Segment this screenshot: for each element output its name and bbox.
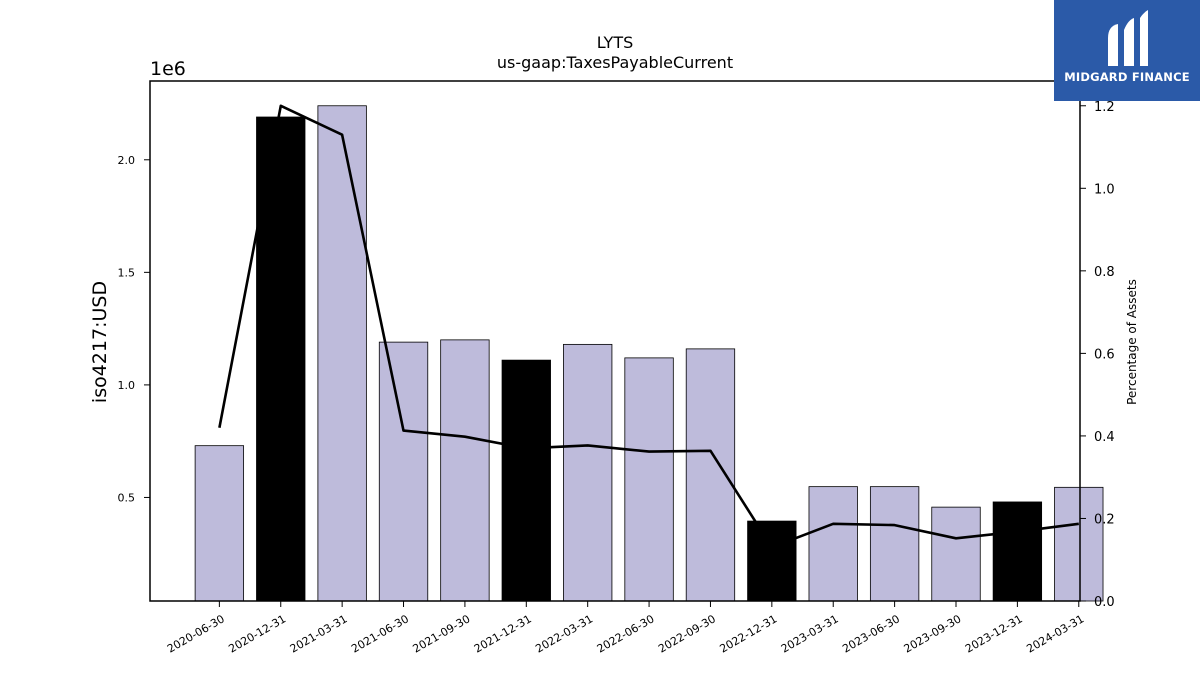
y-tick-label: 0.5 [118, 491, 136, 504]
y2-tick-label: 0.4 [1094, 430, 1115, 445]
x-tick-label: 2023-12-31 [963, 612, 1025, 655]
bar [747, 520, 797, 602]
chart-title: LYTS [597, 33, 634, 52]
y2-tick-label: 0.2 [1094, 512, 1115, 527]
plot-frame [149, 80, 1081, 602]
bar [624, 357, 674, 602]
bar [194, 445, 245, 602]
bar [501, 359, 551, 602]
y2-tick-label: 0.8 [1094, 265, 1115, 280]
bar [563, 343, 613, 602]
bar [931, 506, 981, 602]
x-tick-label: 2022-06-30 [595, 612, 657, 655]
x-tick-label: 2022-12-31 [717, 612, 779, 655]
bar [685, 348, 736, 602]
x-tick-label: 2020-06-30 [165, 612, 227, 655]
y-tick-label: 1.5 [118, 266, 136, 279]
logo-mark-icon [1108, 10, 1148, 66]
x-tick-label: 2020-12-31 [226, 612, 288, 655]
bar [869, 486, 920, 602]
y-tick-label: 1.0 [118, 379, 136, 392]
y2-tick-label: 1.0 [1094, 182, 1115, 197]
series-line [218, 104, 1079, 549]
y-axis-label: iso4217:USD [89, 281, 111, 403]
bar [317, 105, 367, 602]
y2-tick-label: 0.6 [1094, 347, 1115, 362]
y-axis-offset-label: 1e6 [150, 58, 186, 80]
y2-tick-label: 1.2 [1094, 100, 1115, 115]
y-tick-label: 2.0 [118, 154, 136, 167]
bar [992, 501, 1043, 602]
chart-subtitle: us-gaap:TaxesPayableCurrent [497, 53, 733, 72]
bar [1054, 486, 1104, 602]
logo-text: MIDGARD FINANCE [1064, 70, 1190, 84]
x-tick-label: 2022-03-31 [533, 612, 595, 655]
x-tick-label: 2022-09-30 [656, 612, 718, 655]
bar [808, 486, 858, 602]
x-tick-label: 2024-03-31 [1024, 612, 1086, 655]
x-tick-label: 2023-06-30 [840, 612, 902, 655]
x-tick-label: 2023-03-31 [779, 612, 841, 655]
bar [378, 341, 429, 602]
y2-tick-label: 0.0 [1094, 595, 1115, 610]
x-tick-label: 2021-06-30 [349, 612, 411, 655]
bar [440, 339, 490, 602]
y2-axis-label: Percentage of Assets [1125, 279, 1139, 405]
x-tick-label: 2021-09-30 [411, 612, 473, 655]
x-tick-label: 2023-09-30 [902, 612, 964, 655]
x-tick-label: 2021-12-31 [472, 612, 534, 655]
logo: MIDGARD FINANCE [1054, 0, 1200, 101]
x-tick-label: 2021-03-31 [288, 612, 350, 655]
